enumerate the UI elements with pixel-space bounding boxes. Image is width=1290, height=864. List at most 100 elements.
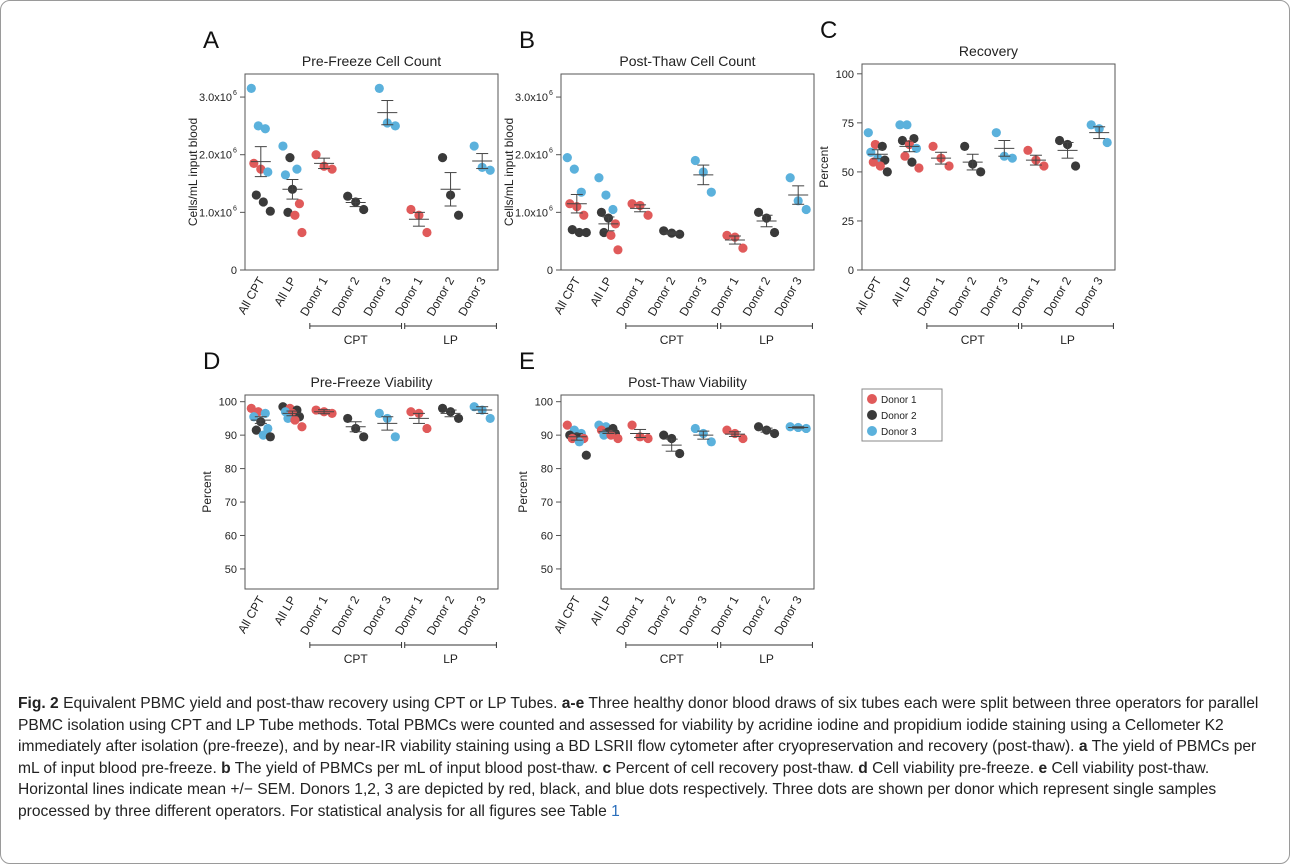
y-tick-label: 1.0x10 (199, 207, 232, 219)
caption-text-a: The yield of PBMCs per mL of input blood… (18, 738, 1257, 777)
x-tick-label: Donor 3 (977, 274, 1011, 318)
y-tick-label: 80 (541, 464, 553, 476)
data-point (311, 150, 321, 160)
data-point (863, 128, 873, 138)
x-tick-label: Donor 1 (1009, 274, 1043, 318)
data-point (327, 408, 337, 418)
data-point (283, 207, 293, 217)
y-tick-label: 70 (225, 497, 237, 509)
data-point (870, 139, 880, 150)
data-point (290, 210, 300, 220)
data-point (579, 210, 589, 220)
y-tick-label: 80 (225, 464, 237, 476)
group-label: LP (759, 652, 774, 666)
caption-title: Equivalent PBMC yield and post-thaw reco… (58, 695, 562, 712)
group-label: LP (443, 652, 458, 666)
data-point (292, 164, 302, 174)
x-tick-label: Donor 3 (771, 274, 805, 318)
x-tick-label: Donor 2 (740, 593, 774, 637)
data-point (895, 120, 905, 130)
y-tick-label: 90 (541, 430, 553, 442)
data-point (406, 204, 416, 215)
plot-frame (560, 73, 815, 271)
data-point (297, 227, 307, 238)
data-point (690, 423, 700, 434)
legend-swatch (867, 394, 877, 404)
data-point (897, 135, 908, 146)
y-tick-exponent: 6 (233, 90, 237, 97)
panel-letter: C (820, 17, 837, 44)
data-point (753, 207, 764, 217)
data-point (769, 428, 780, 439)
data-point (290, 415, 300, 425)
x-tick-label: Donor 3 (360, 593, 394, 637)
data-point (900, 151, 910, 161)
data-point (627, 420, 637, 430)
x-tick-label: Donor 1 (297, 593, 331, 637)
data-point (914, 163, 924, 173)
data-point (485, 413, 495, 424)
plot-frame (244, 73, 499, 271)
data-point (866, 147, 876, 157)
plot-frame (244, 394, 499, 590)
legend-swatch (867, 426, 877, 436)
data-point (976, 167, 986, 177)
data-point (406, 407, 416, 417)
data-point (801, 423, 811, 434)
data-point (613, 245, 623, 255)
data-point (374, 83, 384, 94)
data-point (1102, 137, 1112, 148)
data-point (390, 121, 400, 131)
caption-ref-d: d (858, 759, 868, 777)
panel-title: Pre-Freeze Viability (311, 374, 433, 390)
caption-text-d: Cell viability pre-freeze. (867, 759, 1039, 777)
data-point (278, 141, 288, 151)
x-tick-label: Donor 1 (914, 274, 948, 318)
data-point (297, 422, 307, 432)
y-tick-label: 100 (836, 69, 854, 81)
table-1-link[interactable]: 1 (611, 802, 620, 820)
x-tick-label: Donor 1 (392, 593, 426, 637)
x-tick-label: All LP (271, 594, 299, 628)
panel-title: Recovery (959, 43, 1018, 59)
caption-text-c: Percent of cell recovery post-thaw. (611, 759, 859, 777)
data-point (594, 173, 604, 183)
x-tick-label: Donor 2 (740, 274, 774, 318)
data-point (251, 190, 261, 200)
group-label: CPT (344, 652, 369, 666)
legend-label: Donor 2 (881, 411, 917, 422)
data-point (285, 152, 295, 163)
data-point (437, 403, 448, 413)
legend-swatch (867, 410, 877, 420)
panel-title: Pre-Freeze Cell Count (302, 53, 441, 69)
data-point (359, 432, 369, 442)
data-point (574, 437, 584, 447)
x-tick-label: All CPT (852, 274, 885, 317)
data-point (249, 412, 259, 422)
data-point (453, 413, 464, 424)
data-point (567, 433, 577, 444)
data-point (567, 225, 577, 235)
data-point (722, 230, 732, 241)
data-point (613, 433, 623, 444)
data-point (294, 199, 305, 209)
y-tick-label: 0 (848, 265, 854, 277)
y-tick-exponent: 6 (233, 148, 237, 155)
data-point (265, 206, 275, 216)
x-tick-label: Donor 2 (645, 274, 679, 318)
y-tick-label: 75 (842, 118, 854, 130)
data-point (453, 210, 464, 220)
data-point (928, 141, 938, 151)
data-point (753, 422, 764, 432)
y-axis-label: Percent (516, 471, 530, 513)
data-point (722, 425, 732, 435)
x-tick-label: Donor 2 (424, 274, 458, 318)
data-point (601, 190, 611, 200)
x-tick-label: Donor 3 (455, 593, 489, 637)
y-tick-label: 50 (842, 167, 854, 179)
x-tick-label: Donor 2 (424, 593, 458, 637)
group-label: LP (443, 333, 458, 347)
legend: Donor 1 Donor 2 Donor 3 (861, 388, 943, 442)
data-point (608, 204, 618, 215)
